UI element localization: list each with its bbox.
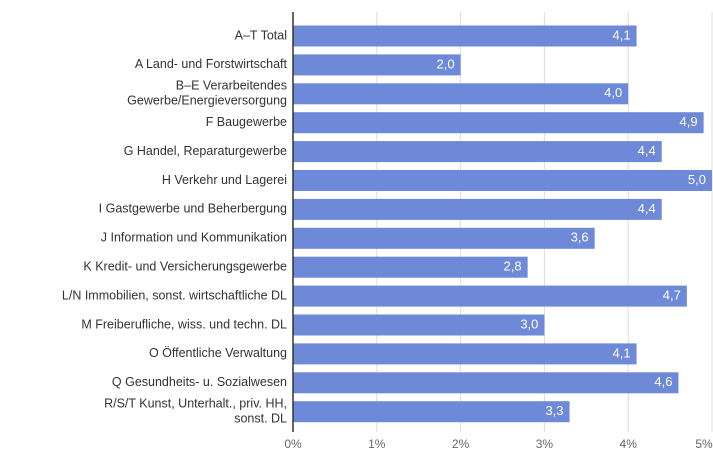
bar <box>293 198 662 220</box>
value-label: 3,0 <box>520 316 538 331</box>
y-tick-label: F Baugewerbe <box>206 115 287 129</box>
x-tick-label: 5% <box>695 437 713 451</box>
y-tick-label: J Information und Kommunikation <box>101 231 287 245</box>
bar <box>293 25 637 47</box>
value-label: 4,7 <box>663 288 681 303</box>
bar <box>293 141 662 163</box>
value-label: 4,1 <box>613 345 631 360</box>
y-tick-label: K Kredit- und Versicherungsgewerbe <box>83 259 287 273</box>
y-tick-label: A–T Total <box>235 28 287 42</box>
value-label: 3,3 <box>545 403 563 418</box>
y-tick-label: R/S/T Kunst, Unterhalt., priv. HH, <box>104 396 287 410</box>
bar <box>293 54 461 76</box>
value-label: 5,0 <box>688 172 706 187</box>
y-tick-label: O Öffentliche Verwaltung <box>149 346 287 360</box>
y-tick-label: I Gastgewerbe und Beherbergung <box>99 202 287 216</box>
bar <box>293 372 679 394</box>
x-tick-label: 0% <box>284 437 302 451</box>
value-label: 2,0 <box>437 56 455 71</box>
bar <box>293 285 687 307</box>
value-label: 4,1 <box>613 27 631 42</box>
value-label: 4,9 <box>680 114 698 129</box>
bar <box>293 256 528 278</box>
value-label: 2,8 <box>504 259 522 274</box>
y-tick-label: G Handel, Reparaturgewerbe <box>124 144 287 158</box>
y-tick-label: H Verkehr und Lagerei <box>162 173 287 187</box>
x-tick-label: 1% <box>368 437 386 451</box>
bar <box>293 314 545 336</box>
y-tick-label: Gewerbe/Energieversorgung <box>127 94 287 108</box>
bar <box>293 170 712 191</box>
value-label: 4,6 <box>654 374 672 389</box>
y-tick-label: B–E Verarbeitendes <box>176 79 287 93</box>
value-label: 4,4 <box>638 201 656 216</box>
bar <box>293 343 637 365</box>
value-label: 4,4 <box>638 143 656 158</box>
y-tick-label: sonst. DL <box>234 411 287 425</box>
y-tick-label: Q Gesundheits- u. Sozialwesen <box>112 375 287 389</box>
bar <box>293 401 570 423</box>
y-tick-label: A Land- und Forstwirtschaft <box>135 57 288 71</box>
bar <box>293 83 629 105</box>
value-label: 4,0 <box>604 85 622 100</box>
value-label: 3,6 <box>571 230 589 245</box>
y-tick-label: L/N Immobilien, sonst. wirtschaftliche D… <box>62 288 287 302</box>
bar <box>293 227 595 249</box>
bar <box>293 112 704 134</box>
y-tick-label: M Freiberufliche, wiss. und techn. DL <box>81 317 287 331</box>
x-tick-label: 2% <box>452 437 470 451</box>
x-tick-label: 3% <box>536 437 554 451</box>
x-tick-label: 4% <box>620 437 638 451</box>
